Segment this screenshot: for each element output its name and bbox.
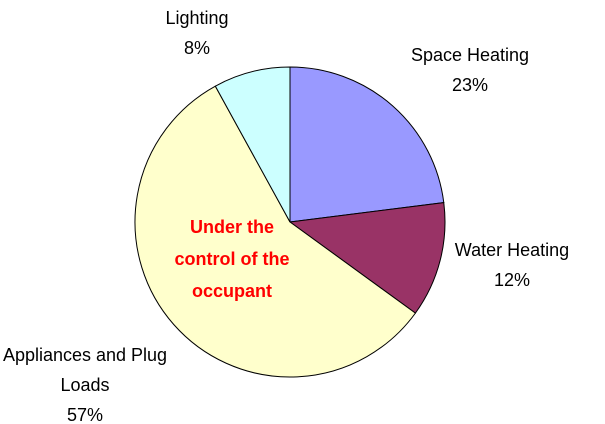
slice-label: Space Heating — [410, 45, 530, 65]
annotation: Under the control of the occupant — [174, 217, 290, 301]
slice-label: Appliances and Plug Loads — [2, 345, 168, 395]
pie-slice — [214, 66, 291, 223]
pie-slice — [134, 85, 417, 378]
slice-value-label: 12% — [493, 270, 531, 290]
slice-label: Lighting — [165, 8, 229, 28]
slice-value-label: 23% — [451, 75, 489, 95]
pie-slice — [288, 202, 446, 314]
slice-value-label: 57% — [66, 405, 104, 424]
slice-value-label: 8% — [183, 38, 211, 58]
slice-label: Water Heating — [454, 240, 570, 260]
pie-slice — [289, 66, 445, 223]
